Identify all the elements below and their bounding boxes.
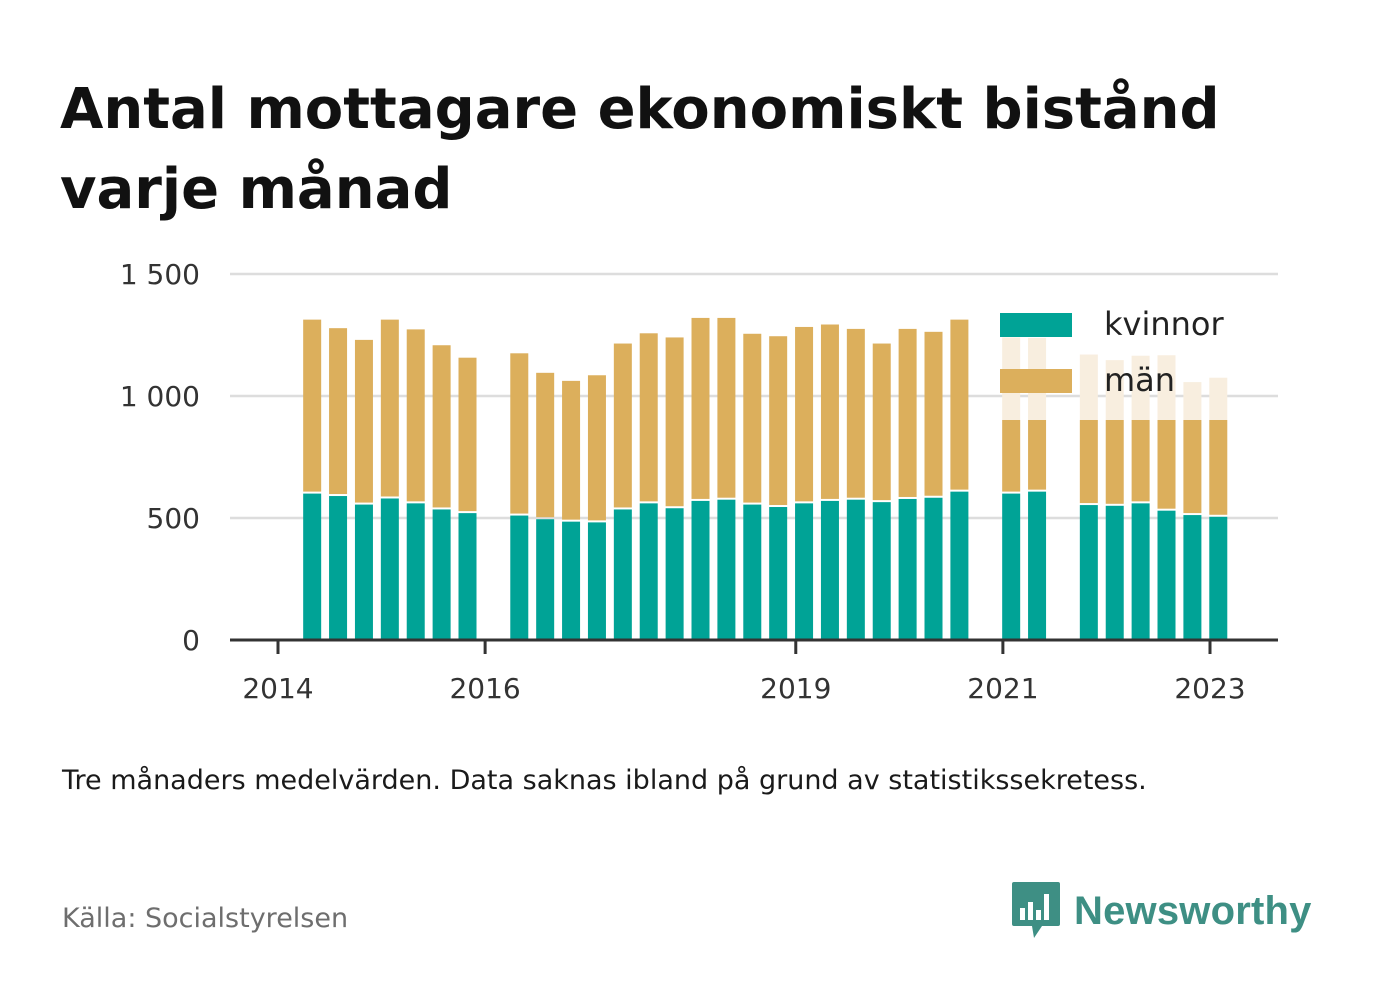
bar-man <box>329 328 348 495</box>
bar-kvinnor <box>1209 516 1228 640</box>
legend-label: män <box>1104 361 1175 399</box>
bar-kvinnor <box>1105 505 1124 640</box>
bar-man <box>1105 420 1124 504</box>
bar-man <box>510 353 529 514</box>
bar-man-faded <box>1157 355 1176 420</box>
bar-kvinnor <box>872 502 891 640</box>
bar-kvinnor <box>303 493 322 640</box>
bar-man <box>380 319 399 497</box>
bar-kvinnor <box>795 503 814 640</box>
bar-man-faded <box>1131 355 1150 420</box>
legend-swatch <box>1000 313 1072 337</box>
bar-kvinnor <box>743 504 762 640</box>
bar-man <box>613 343 632 508</box>
bar-man-faded <box>1183 382 1202 420</box>
bar-man <box>1079 420 1098 504</box>
bar-kvinnor <box>1028 491 1047 640</box>
stacked-bar-chart: 0 500 1 000 1 500 2014 2016 2019 2021 2023 kvin… <box>120 258 1278 705</box>
bar-kvinnor <box>536 519 555 640</box>
bar-man <box>432 345 451 508</box>
y-axis-ticks: 0 500 1 000 1 500 <box>120 258 200 657</box>
bar-kvinnor <box>691 500 710 640</box>
bar-kvinnor <box>769 507 788 640</box>
bar-man <box>1157 420 1176 509</box>
legend-label: kvinnor <box>1104 305 1225 343</box>
bar-kvinnor <box>1157 510 1176 640</box>
bar-kvinnor <box>329 496 348 640</box>
bar-man <box>303 319 322 492</box>
newsworthy-icon <box>1012 882 1060 938</box>
legend: kvinnor män <box>1000 305 1225 399</box>
bar-man <box>536 372 555 518</box>
x-tick-label: 2023 <box>1174 672 1245 705</box>
bar-man <box>950 319 969 490</box>
bar-kvinnor <box>898 498 917 640</box>
bar-man <box>898 328 917 497</box>
y-tick-label: 1 500 <box>120 258 200 291</box>
bar-man <box>924 331 943 496</box>
bar-man <box>691 317 710 499</box>
bar-kvinnor <box>717 499 736 640</box>
bar-man <box>1002 420 1021 492</box>
x-tick-label: 2014 <box>242 672 313 705</box>
y-tick-label: 1 000 <box>120 380 200 413</box>
x-axis-ticks: 2014 2016 2019 2021 2023 <box>242 640 1246 705</box>
bar-kvinnor <box>613 509 632 640</box>
bar-man-faded <box>1105 360 1124 420</box>
x-tick-label: 2021 <box>967 672 1038 705</box>
bar-man <box>1028 420 1047 490</box>
bar-kvinnor <box>1079 505 1098 640</box>
bar-man-faded <box>1209 377 1228 420</box>
bar-man <box>769 336 788 506</box>
bar-man <box>1209 420 1228 515</box>
bar-man <box>1183 420 1202 514</box>
bar-kvinnor <box>432 509 451 640</box>
bar-kvinnor <box>846 499 865 640</box>
chart-note: Tre månaders medelvärden. Data saknas ib… <box>62 765 1147 796</box>
bar-kvinnor <box>562 521 581 640</box>
chart-title: Antal mottagare ekonomiskt bistånd varje… <box>60 77 1220 222</box>
bar-kvinnor <box>1131 503 1150 640</box>
bar-kvinnor <box>1002 493 1021 640</box>
brand-name: Newsworthy <box>1074 888 1312 933</box>
bar-kvinnor <box>665 508 684 640</box>
bar-man-faded <box>1079 354 1098 420</box>
bar-man <box>743 333 762 503</box>
bar-kvinnor <box>820 500 839 640</box>
bar-man <box>820 324 839 499</box>
bar-kvinnor <box>406 503 425 640</box>
legend-swatch <box>1000 369 1072 393</box>
bar-kvinnor <box>510 515 529 640</box>
bar-man <box>717 317 736 498</box>
bar-kvinnor <box>380 498 399 640</box>
bar-man <box>795 326 814 502</box>
bar-kvinnor <box>924 497 943 640</box>
bar-man <box>458 357 477 512</box>
brand-logo[interactable]: Newsworthy <box>1010 880 1312 942</box>
bar-kvinnor <box>354 504 373 640</box>
bar-kvinnor <box>950 491 969 640</box>
y-tick-label: 500 <box>147 502 200 535</box>
bar-man <box>562 380 581 520</box>
y-tick-label: 0 <box>182 624 200 657</box>
bar-man <box>354 339 373 503</box>
bar-man <box>665 337 684 507</box>
x-tick-label: 2019 <box>760 672 831 705</box>
bar-man <box>1131 420 1150 502</box>
bar-kvinnor <box>1183 515 1202 640</box>
bar-kvinnor <box>639 503 658 640</box>
bar-kvinnor <box>587 522 606 640</box>
bar-man <box>639 333 658 502</box>
x-tick-label: 2016 <box>449 672 520 705</box>
source-credit: Källa: Socialstyrelsen <box>62 903 349 934</box>
bar-man <box>406 329 425 502</box>
bar-man <box>846 328 865 498</box>
bar-man <box>587 375 606 521</box>
bar-kvinnor <box>458 513 477 640</box>
bar-man <box>872 343 891 501</box>
bars <box>303 317 1228 640</box>
